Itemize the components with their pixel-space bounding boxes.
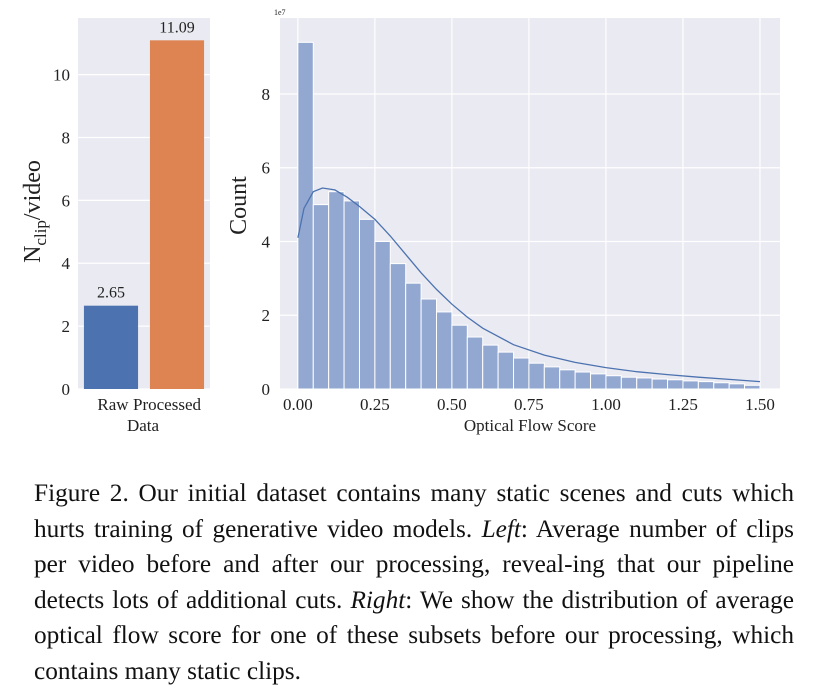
histogram-bar	[528, 362, 545, 390]
y-axis-label-sub: clip	[31, 220, 50, 246]
bar	[83, 305, 139, 389]
caption-emphasis: Right	[350, 585, 406, 614]
histogram-bar	[651, 378, 669, 390]
data-label: 11.09	[159, 19, 194, 36]
x-tick-label: Raw	[97, 395, 129, 414]
histogram-bar	[328, 191, 345, 390]
histogram-bar	[620, 376, 638, 390]
histogram-bar	[497, 351, 515, 390]
x-tick-label: 0.00	[283, 395, 313, 414]
x-tick-label: 0.25	[360, 395, 390, 414]
x-tick-label: 0.75	[514, 395, 544, 414]
kde-line	[297, 187, 761, 383]
figure: 0 2 4 6 8 10 2.65 Raw 11.09 Processed Data Nclip/vi…	[20, 8, 780, 435]
histogram-bar	[667, 379, 684, 390]
x-tick-label: 1.00	[591, 395, 621, 414]
y-axis-label: Count	[226, 176, 252, 235]
histogram-bar	[374, 240, 391, 390]
histogram-bar	[420, 298, 438, 390]
histogram-bar	[312, 204, 330, 390]
histogram-bar	[728, 383, 746, 390]
y-tick-label: 6	[262, 159, 271, 178]
histogram-bar	[543, 366, 561, 390]
histogram-bar	[343, 200, 360, 390]
histogram-bar	[697, 381, 715, 390]
histogram-bar	[513, 357, 530, 390]
y-offset-label: 1e7	[274, 8, 286, 17]
histogram-bar	[744, 384, 761, 390]
histogram-bar	[713, 382, 730, 390]
histogram-bar	[605, 375, 622, 390]
x-axis-label: Optical Flow Score	[464, 416, 596, 435]
caption-text: : We show the distribution of average op…	[34, 585, 794, 685]
y-tick-label: 4	[62, 254, 71, 273]
histogram-bar	[682, 380, 699, 390]
y-axis-label: Nclip/video	[20, 160, 50, 263]
histogram-bar	[636, 377, 653, 390]
histogram-bar	[436, 311, 453, 390]
histogram-bar	[590, 373, 607, 390]
histogram-bar	[389, 263, 407, 390]
y-tick-label: 0	[262, 380, 271, 399]
y-tick-label: 4	[262, 232, 271, 251]
y-tick-label: 6	[62, 191, 71, 210]
histogram-bar	[451, 324, 468, 390]
caption: Figure 2. Our initial dataset contains m…	[34, 476, 794, 690]
y-axis-label-rest: /video	[20, 160, 46, 220]
histogram-bar	[574, 371, 592, 390]
y-axis-label-base: N	[20, 246, 46, 263]
bar	[149, 40, 205, 390]
data-label: 2.65	[97, 285, 125, 302]
x-tick-label: 0.50	[437, 395, 467, 414]
y-tick-label: 2	[262, 306, 271, 325]
y-tick-label: 2	[62, 317, 71, 336]
histogram-bar	[405, 282, 422, 390]
histogram-bar	[358, 218, 376, 390]
caption-text: Figure 2. Our initial dataset contains m…	[34, 479, 794, 543]
x-tick-label: 1.25	[668, 395, 698, 414]
y-tick-label: 8	[62, 128, 71, 147]
histogram-bar	[559, 369, 576, 390]
caption-text: : Average number of clips per video befo…	[34, 514, 794, 614]
x-axis-label: Data	[127, 416, 160, 435]
y-tick-label: 10	[53, 66, 70, 85]
histogram-bar	[466, 336, 484, 390]
y-tick-label: 8	[262, 85, 271, 104]
x-tick-label: 1.50	[745, 395, 775, 414]
caption-emphasis: Left	[481, 514, 521, 543]
x-tick-label: Processed	[133, 395, 201, 414]
y-tick-label: 0	[62, 380, 71, 399]
histogram-bar	[482, 344, 499, 390]
histogram-bar	[297, 41, 314, 390]
